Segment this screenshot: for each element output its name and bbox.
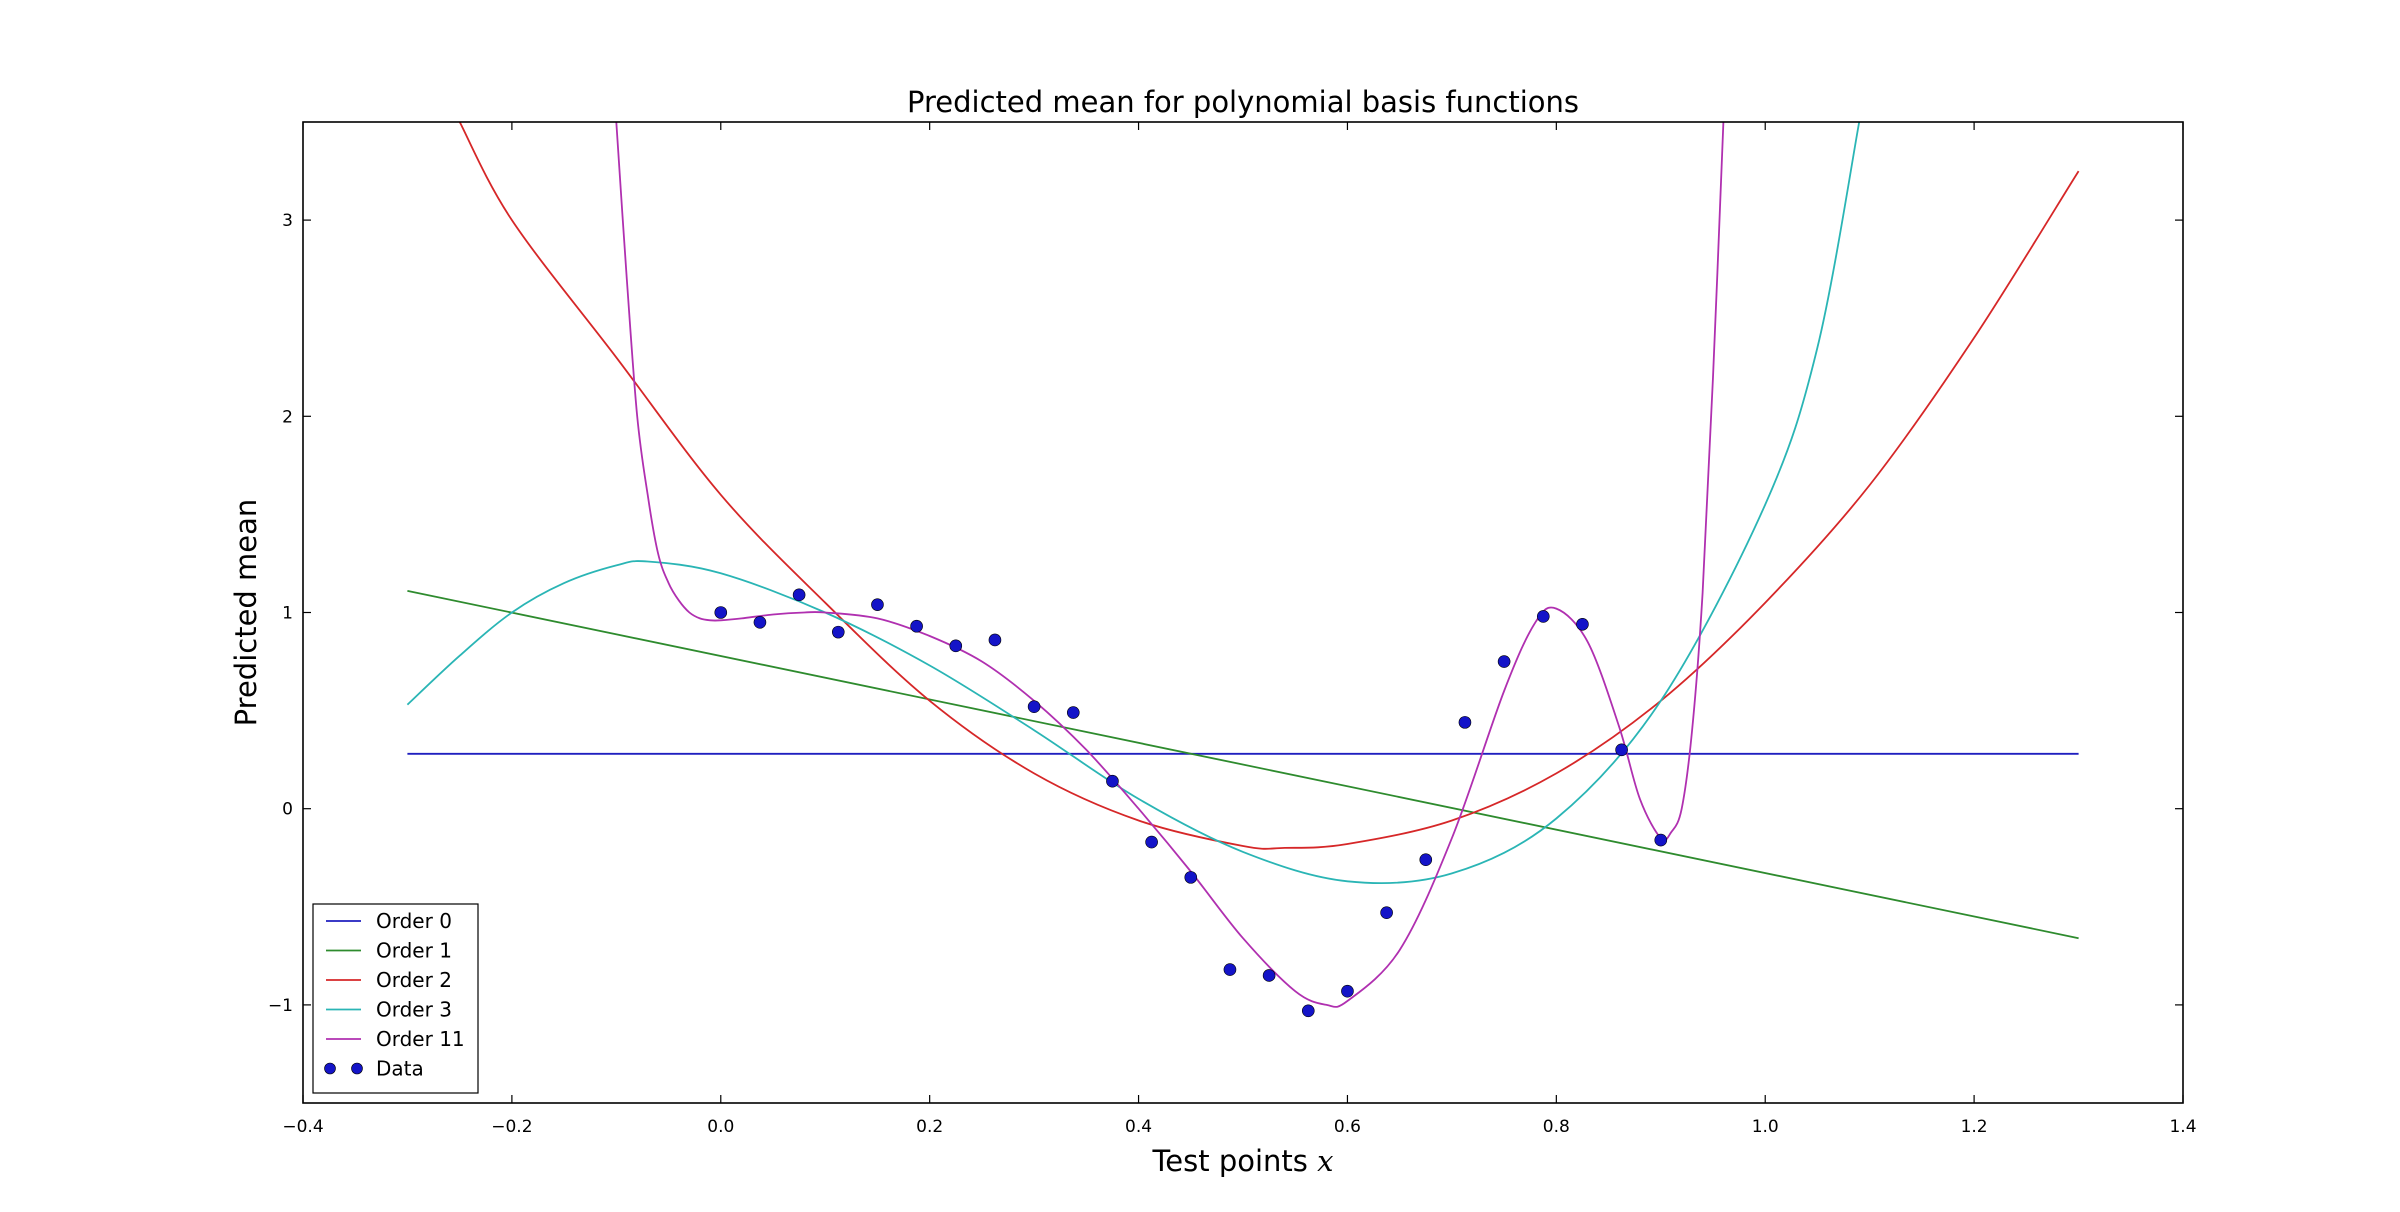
- data-point: [1301, 1004, 1315, 1018]
- x-tick-label: 1.4: [2169, 1117, 2196, 1137]
- series-line-order-3: [406, 122, 1861, 885]
- legend-item: Data: [324, 1057, 424, 1081]
- data-point: [1027, 700, 1041, 713]
- series-group: [406, 122, 2080, 1018]
- x-axis: −0.4 −0.2 0.0 0.2 0.4 0.6 0.8 1.0 1.2 1.4: [282, 122, 2197, 1137]
- data-point: [831, 625, 845, 639]
- y-tick-label: 3: [282, 211, 293, 231]
- x-tick-label: 1.2: [1961, 1117, 1988, 1137]
- x-tick-label: −0.2: [491, 1117, 532, 1137]
- x-tick-label: 1.0: [1752, 1117, 1779, 1137]
- data-point: [1066, 706, 1080, 719]
- chart-title: Predicted mean for polynomial basis func…: [907, 85, 1579, 119]
- data-point: [1262, 969, 1276, 982]
- data-point: [1184, 871, 1198, 884]
- legend-label: Order 2: [376, 968, 452, 992]
- data-point: [1654, 833, 1668, 847]
- y-tick-label: 0: [282, 800, 293, 820]
- x-tick-label: 0.8: [1543, 1117, 1570, 1137]
- x-tick-label: −0.4: [282, 1117, 323, 1137]
- data-point: [1419, 853, 1433, 867]
- series-line-order-2: [458, 122, 2080, 850]
- data-point: [1223, 963, 1237, 976]
- data-point: [871, 598, 884, 611]
- data-point: [792, 588, 806, 602]
- y-tick-label: 2: [282, 407, 293, 427]
- data-point: [1536, 610, 1550, 623]
- x-tick-label: 0.4: [1125, 1117, 1152, 1137]
- x-tick-label: 0.2: [916, 1117, 943, 1137]
- data-point: [910, 619, 923, 633]
- legend-label: Order 3: [376, 998, 452, 1022]
- legend-item: Order 0: [326, 909, 452, 933]
- data-point: [1145, 835, 1158, 849]
- series-line-order-1: [407, 590, 2079, 940]
- legend-box: [312, 903, 479, 1094]
- legend-item: Order 3: [326, 998, 452, 1022]
- x-axis-label-math: x: [1317, 1144, 1333, 1178]
- data-point: [1458, 716, 1472, 729]
- data-point: [1615, 743, 1628, 757]
- legend-marker: [324, 1062, 336, 1075]
- legend-label: Order 1: [376, 939, 452, 963]
- legend-label: Data: [376, 1057, 424, 1081]
- data-point: [1380, 906, 1393, 919]
- data-point: [949, 639, 963, 653]
- data-point: [1106, 774, 1119, 788]
- legend-item: Order 2: [326, 968, 452, 992]
- data-point: [1576, 617, 1589, 631]
- legend-label: Order 0: [376, 909, 452, 933]
- x-tick-label: 0.6: [1334, 1117, 1361, 1137]
- x-axis-label: Test points x: [1152, 1144, 1334, 1178]
- y-axis-label: Predicted mean: [229, 499, 263, 727]
- plot-area: [303, 122, 2183, 1103]
- legend-marker: [351, 1062, 363, 1075]
- data-point: [714, 606, 728, 619]
- y-tick-label: 1: [282, 604, 293, 624]
- data-point: [1497, 655, 1511, 668]
- legend: Order 0 Order 1 Order 2 Order 3 Order 11 Data: [312, 903, 479, 1094]
- series-data: [714, 588, 1668, 1018]
- data-point: [1341, 984, 1354, 998]
- data-point: [988, 633, 1002, 647]
- legend-label: Order 11: [376, 1027, 465, 1051]
- y-axis: −1 0 1 2 3: [268, 211, 2183, 1016]
- x-tick-label: 0.0: [707, 1117, 734, 1137]
- legend-item: Order 11: [326, 1027, 465, 1051]
- data-point: [753, 616, 767, 629]
- legend-item: Order 1: [326, 939, 452, 963]
- y-tick-label: −1: [268, 996, 293, 1016]
- x-axis-label-text: Test points: [1152, 1144, 1308, 1178]
